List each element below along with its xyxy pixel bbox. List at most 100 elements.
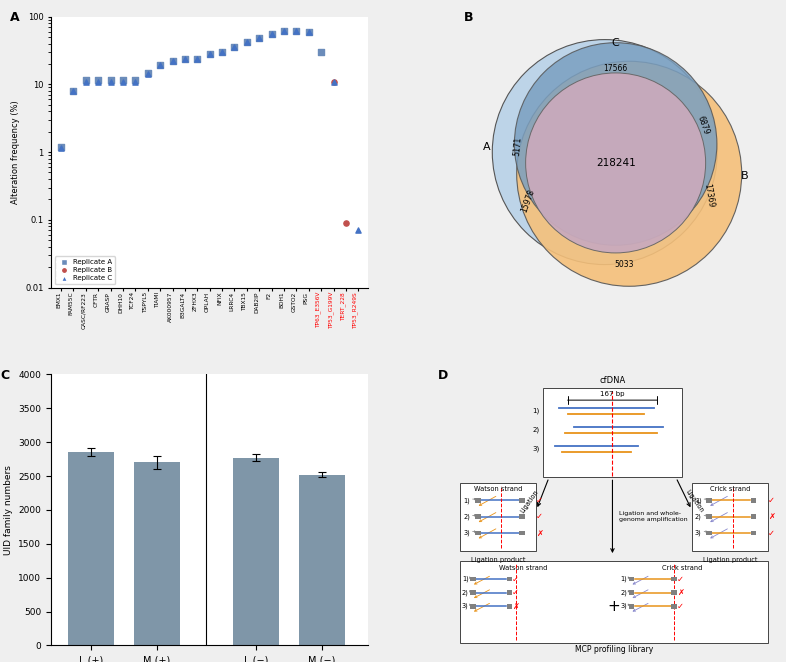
Text: D: D — [438, 369, 448, 382]
Text: Ligation: Ligation — [520, 489, 540, 514]
Y-axis label: Alteration frequency (%): Alteration frequency (%) — [10, 100, 20, 204]
Point — [228, 42, 241, 53]
Point — [55, 143, 68, 154]
Point — [166, 56, 178, 66]
Text: ✗: ✗ — [536, 528, 543, 538]
Text: 6879: 6879 — [696, 115, 711, 136]
Text: +: + — [608, 598, 620, 614]
Text: 3): 3) — [462, 603, 468, 610]
Y-axis label: UID family numbers: UID family numbers — [4, 465, 13, 555]
Text: 2): 2) — [695, 514, 702, 520]
Text: 218241: 218241 — [596, 158, 636, 168]
FancyBboxPatch shape — [542, 388, 682, 477]
Point — [67, 85, 79, 96]
Text: ✓: ✓ — [678, 602, 684, 610]
Text: cfDNA: cfDNA — [600, 376, 626, 385]
Bar — [68, 451, 114, 645]
Text: C: C — [0, 369, 9, 382]
FancyBboxPatch shape — [520, 514, 525, 519]
Point — [129, 75, 141, 85]
Text: Ligation and whole-
genome amplification: Ligation and whole- genome amplification — [619, 511, 688, 522]
Point — [55, 142, 68, 152]
FancyBboxPatch shape — [707, 530, 712, 536]
FancyBboxPatch shape — [629, 590, 634, 595]
Point — [191, 53, 204, 64]
FancyBboxPatch shape — [520, 530, 525, 536]
Point — [303, 26, 315, 37]
Text: 1): 1) — [695, 497, 702, 504]
Circle shape — [492, 40, 718, 265]
Text: A: A — [10, 11, 20, 24]
Point — [204, 49, 216, 60]
Text: C: C — [612, 38, 619, 48]
Point — [315, 47, 328, 58]
Point — [154, 60, 167, 71]
Text: ✓: ✓ — [768, 528, 774, 538]
FancyBboxPatch shape — [475, 530, 480, 536]
FancyBboxPatch shape — [692, 483, 768, 551]
Text: 2): 2) — [620, 589, 627, 596]
FancyBboxPatch shape — [707, 514, 712, 519]
Bar — [134, 463, 180, 645]
Text: B: B — [464, 11, 473, 24]
Text: Ligation product: Ligation product — [703, 557, 757, 563]
Text: ✓: ✓ — [678, 575, 684, 583]
FancyBboxPatch shape — [506, 604, 512, 608]
Point — [303, 26, 315, 37]
Point — [290, 25, 303, 36]
Text: 3): 3) — [464, 530, 470, 536]
FancyBboxPatch shape — [470, 604, 476, 608]
Point — [79, 75, 92, 85]
FancyBboxPatch shape — [506, 590, 512, 595]
Text: ✓: ✓ — [536, 496, 543, 505]
Text: 17566: 17566 — [604, 64, 628, 73]
Point — [154, 60, 167, 71]
Point — [105, 76, 117, 87]
Bar — [233, 457, 279, 645]
Point — [92, 76, 105, 87]
Circle shape — [516, 62, 742, 286]
Text: ✓: ✓ — [512, 575, 520, 583]
Point — [266, 29, 278, 40]
Point — [253, 33, 266, 44]
Point — [129, 76, 141, 87]
Text: 3): 3) — [695, 530, 702, 536]
Point — [141, 68, 154, 79]
Text: 2): 2) — [464, 514, 470, 520]
Text: 5171: 5171 — [512, 136, 523, 157]
Point — [204, 49, 216, 60]
Point — [266, 29, 278, 40]
Text: B: B — [740, 171, 748, 181]
Point — [340, 218, 352, 228]
FancyBboxPatch shape — [707, 498, 712, 503]
Text: Crick strand: Crick strand — [710, 485, 750, 491]
Point — [228, 42, 241, 53]
Text: 1): 1) — [532, 408, 539, 414]
Point — [105, 75, 117, 85]
Point — [178, 53, 191, 64]
Text: 167 bp: 167 bp — [601, 391, 625, 397]
Point — [116, 76, 129, 87]
Point — [178, 53, 191, 64]
Text: ✗: ✗ — [768, 512, 774, 521]
FancyBboxPatch shape — [470, 577, 476, 581]
Point — [216, 47, 229, 58]
Circle shape — [526, 73, 706, 253]
Text: ✗: ✗ — [678, 588, 684, 597]
Text: 3): 3) — [532, 446, 539, 452]
Point — [92, 75, 105, 85]
Text: MCP profiling library: MCP profiling library — [575, 645, 653, 655]
Point — [166, 56, 178, 66]
Text: 17369: 17369 — [703, 183, 715, 208]
Text: 2): 2) — [532, 427, 539, 433]
Text: ✓: ✓ — [768, 496, 774, 505]
Point — [352, 225, 365, 236]
Text: 2): 2) — [462, 589, 468, 596]
Point — [277, 25, 290, 36]
Text: Ligation: Ligation — [685, 489, 705, 514]
Point — [253, 33, 266, 44]
Point — [116, 75, 129, 85]
Text: 15978: 15978 — [520, 188, 536, 214]
Bar — [299, 475, 345, 645]
Point — [67, 85, 79, 96]
